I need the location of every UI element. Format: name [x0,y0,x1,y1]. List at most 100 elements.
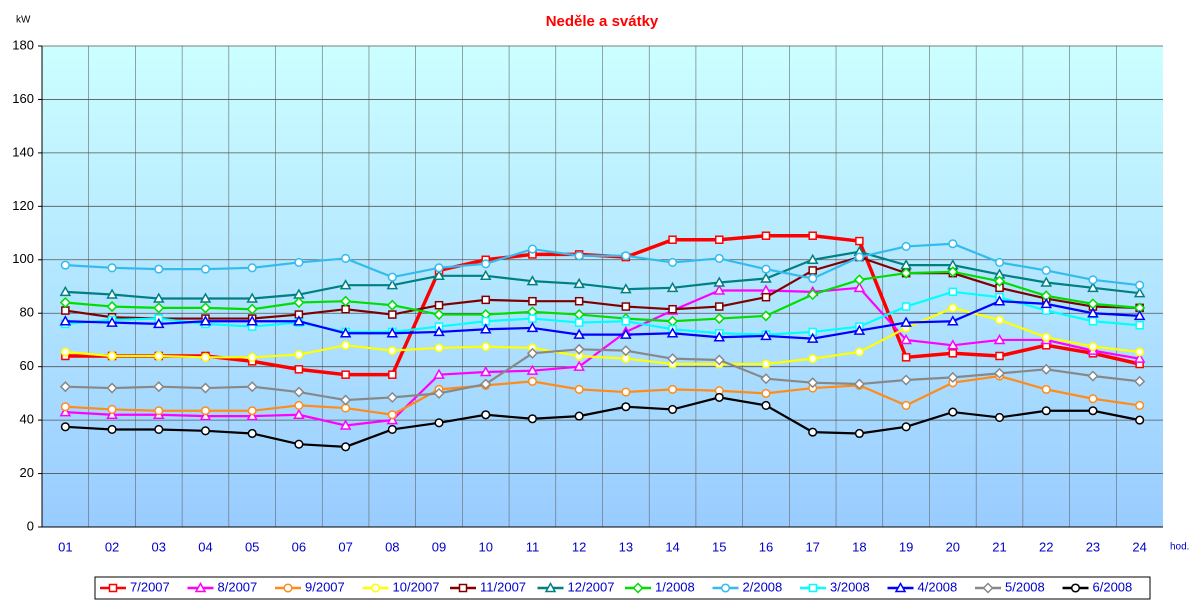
marker [574,251,584,261]
marker [761,359,771,369]
marker [1041,265,1051,276]
marker [479,365,492,377]
marker [152,317,165,329]
marker [386,414,399,425]
marker [1070,583,1081,593]
marker [761,264,771,274]
x-tick-label: 21 [992,539,1006,554]
marker [574,296,584,306]
series-line [65,348,1140,402]
marker [854,252,864,262]
y-tick-label: 60 [20,358,34,373]
marker [153,302,165,314]
marker [668,304,677,314]
legend-label: 1/2008 [655,579,695,594]
y-tick-label: 180 [12,37,34,52]
legend-label: 7/2007 [130,579,170,594]
marker [1041,384,1051,394]
x-tick-label: 01 [58,539,72,554]
marker [544,581,557,593]
marker [1088,316,1098,326]
marker [1087,370,1099,382]
marker [106,288,118,299]
marker [246,410,258,421]
series-line [65,396,1140,448]
marker [341,253,351,263]
marker [621,251,631,261]
marker [341,340,351,350]
marker [666,281,679,293]
x-tick-label: 02 [105,539,119,554]
marker [1135,320,1144,330]
marker [720,583,731,593]
marker [59,285,72,297]
marker [621,387,631,397]
marker [527,244,537,254]
marker [200,426,211,436]
marker [760,373,772,385]
x-tick-label: 23 [1086,539,1100,554]
marker [1041,332,1051,342]
marker [387,424,397,435]
marker [434,300,444,310]
marker [106,382,118,394]
x-tick-label: 05 [245,539,259,554]
marker [761,231,771,240]
marker [761,388,771,398]
marker [370,583,381,593]
marker [901,422,911,432]
marker [995,351,1004,361]
marker [527,414,537,424]
marker [481,410,491,420]
x-tick-label: 22 [1039,539,1053,554]
marker [387,272,397,282]
marker [806,253,819,265]
marker [60,347,70,357]
marker [994,257,1005,268]
marker [574,411,584,421]
marker [107,351,117,361]
marker [247,263,257,273]
marker [339,419,352,430]
marker [106,316,118,327]
marker [528,314,537,323]
marker [341,442,351,452]
marker [106,300,118,313]
chart-title: Neděle a svátky [546,13,659,30]
marker [340,295,352,307]
x-tick-label: 04 [198,539,212,554]
marker [574,384,584,394]
marker [199,382,212,394]
marker [458,583,468,593]
marker [433,387,445,399]
marker [293,386,305,398]
marker [1133,287,1146,298]
marker [666,327,679,338]
marker [901,353,911,362]
marker [632,582,644,594]
marker [806,332,819,343]
marker [853,274,865,286]
marker [1040,276,1053,287]
marker [854,428,864,439]
marker [199,302,212,314]
marker [60,260,70,270]
marker [1135,400,1145,410]
y-tick-label: 140 [12,144,34,159]
marker [1133,309,1146,321]
marker [481,295,490,305]
marker [808,231,817,240]
marker [573,343,585,355]
series-line [65,255,1140,320]
marker [667,353,679,365]
marker [194,581,207,593]
marker [1087,281,1099,293]
marker [620,328,632,339]
marker [480,378,492,390]
y-tick-label: 120 [12,198,34,213]
marker [1134,375,1146,387]
x-tick-label: 14 [665,539,679,554]
marker [901,302,911,311]
x-tick-label: 08 [385,539,399,554]
legend-label: 5/2008 [1005,579,1045,594]
